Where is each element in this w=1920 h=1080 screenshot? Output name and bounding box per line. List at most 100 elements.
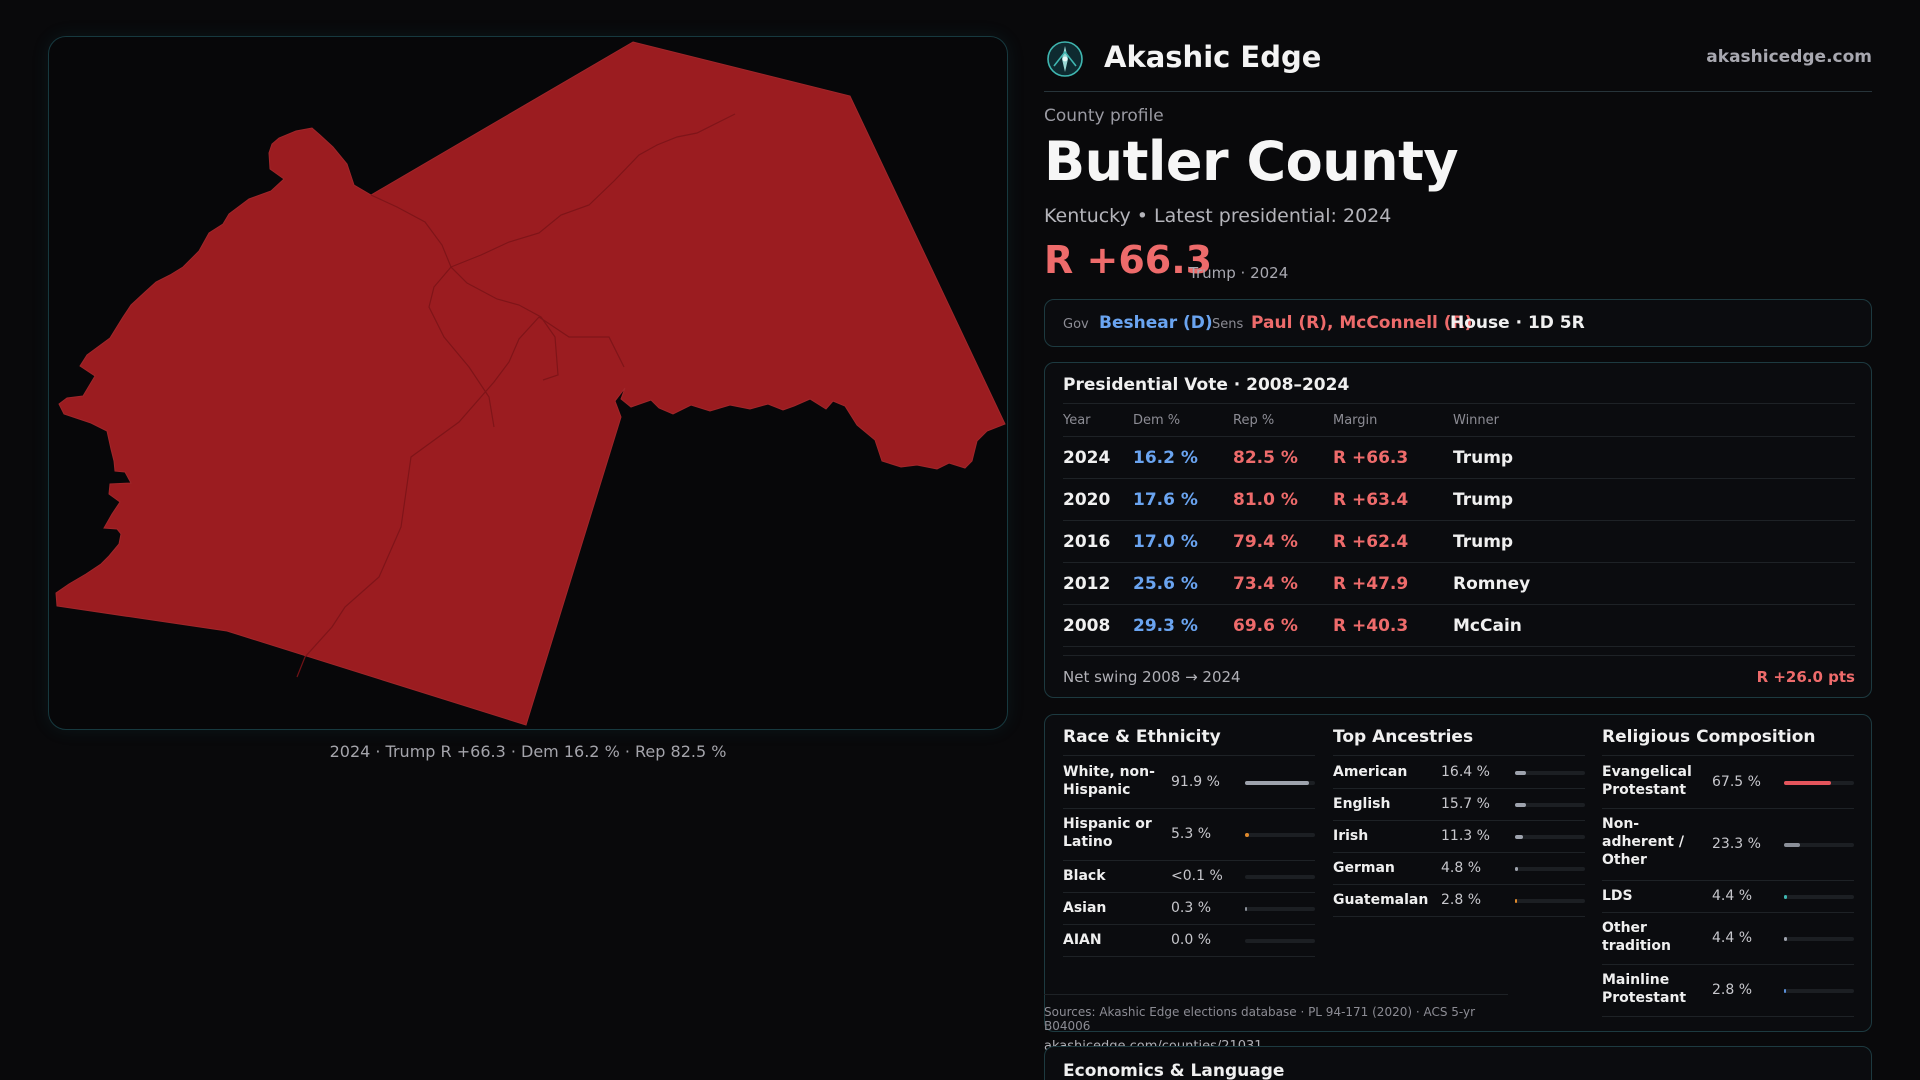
share-bar bbox=[1784, 843, 1854, 847]
row-percent: <0.1 % bbox=[1171, 868, 1223, 884]
sources-footer: Sources: Akashic Edge elections database… bbox=[1044, 994, 1508, 1054]
rep-cell: 82.5 % bbox=[1233, 448, 1298, 468]
winner-cell: Trump bbox=[1453, 490, 1514, 510]
share-bar-fill bbox=[1784, 895, 1787, 899]
page-title: Butler County bbox=[1044, 130, 1459, 193]
ancestry-title: Top Ancestries bbox=[1333, 727, 1474, 747]
rep-cell: 79.4 % bbox=[1233, 532, 1298, 552]
demographics-card: Race & Ethnicity White, non-Hispanic 91.9… bbox=[1044, 714, 1872, 1032]
table-header: Year Dem % Rep % Margin Winner bbox=[1063, 403, 1855, 437]
demographic-row: Guatemalan 2.8 % bbox=[1333, 885, 1585, 917]
officials-bar: Gov Beshear (D) Sens Paul (R), McConnell… bbox=[1044, 299, 1872, 347]
row-percent: 91.9 % bbox=[1171, 774, 1220, 790]
sens-label: Sens bbox=[1212, 317, 1244, 332]
table-row: 2012 25.6 % 73.4 % R +47.9 Romney bbox=[1063, 563, 1855, 605]
sens-value[interactable]: Paul (R), McConnell (R) bbox=[1251, 313, 1473, 333]
net-swing-row: Net swing 2008 → 2024 R +26.0 pts bbox=[1063, 655, 1855, 686]
rep-cell: 69.6 % bbox=[1233, 616, 1298, 636]
county-shape[interactable] bbox=[55, 41, 1006, 726]
winner-cell: Trump bbox=[1453, 448, 1514, 468]
share-bar bbox=[1245, 833, 1315, 837]
row-label: Black bbox=[1063, 868, 1106, 884]
brand-header: Akashic Edge akashicedge.com bbox=[1044, 36, 1872, 92]
share-bar bbox=[1784, 937, 1854, 941]
row-percent: 4.8 % bbox=[1441, 860, 1482, 876]
row-percent: 2.8 % bbox=[1441, 892, 1482, 908]
row-label: Other tradition bbox=[1602, 920, 1671, 954]
dem-cell: 25.6 % bbox=[1133, 574, 1198, 594]
column-header: Dem % bbox=[1133, 413, 1181, 428]
compass-rose-logo-icon[interactable] bbox=[1046, 40, 1084, 78]
brand-name: Akashic Edge bbox=[1104, 40, 1322, 74]
county-map bbox=[55, 41, 1006, 726]
presidential-vote-card: Presidential Vote · 2008–2024 Year Dem %… bbox=[1044, 362, 1872, 698]
demographic-row: English 15.7 % bbox=[1333, 789, 1585, 821]
share-bar-fill bbox=[1515, 867, 1518, 871]
row-percent: 4.4 % bbox=[1712, 930, 1753, 946]
gov-value[interactable]: Beshear (D) bbox=[1099, 313, 1213, 333]
row-label: LDS bbox=[1602, 888, 1633, 904]
share-bar bbox=[1515, 867, 1585, 871]
margin-cell: R +47.9 bbox=[1333, 574, 1409, 594]
row-label: Non-adherent / Other bbox=[1602, 816, 1684, 868]
winner-cell: Trump bbox=[1453, 532, 1514, 552]
winner-cell: Romney bbox=[1453, 574, 1531, 594]
share-bar-fill bbox=[1515, 835, 1523, 839]
share-bar-fill bbox=[1515, 899, 1517, 903]
map-caption: 2024 · Trump R +66.3 · Dem 16.2 % · Rep … bbox=[329, 742, 727, 761]
dem-cell: 17.6 % bbox=[1133, 490, 1198, 510]
row-percent: 2.8 % bbox=[1712, 982, 1753, 998]
presidential-vote-table: Year Dem % Rep % Margin Winner 2024 16.2… bbox=[1063, 403, 1855, 647]
year-cell: 2024 bbox=[1063, 448, 1111, 468]
row-label: Hispanic or Latino bbox=[1063, 816, 1152, 850]
row-percent: 15.7 % bbox=[1441, 796, 1490, 812]
demographic-row: Non-adherent / Other 23.3 % bbox=[1602, 809, 1854, 881]
share-bar bbox=[1784, 989, 1854, 993]
net-swing-label: Net swing 2008 → 2024 bbox=[1063, 668, 1241, 686]
row-label: American bbox=[1333, 764, 1408, 780]
demographic-row: Asian 0.3 % bbox=[1063, 893, 1315, 925]
row-label: Guatemalan bbox=[1333, 892, 1429, 908]
share-bar-fill bbox=[1784, 781, 1831, 785]
sources-text: Sources: Akashic Edge elections database… bbox=[1044, 1005, 1476, 1033]
row-label: Mainline Protestant bbox=[1602, 972, 1687, 1006]
rep-cell: 73.4 % bbox=[1233, 574, 1298, 594]
presidential-vote-title: Presidential Vote · 2008–2024 bbox=[1063, 375, 1350, 395]
row-percent: 23.3 % bbox=[1712, 836, 1761, 852]
economics-title: Economics & Language bbox=[1063, 1061, 1285, 1080]
race-ethnicity-title: Race & Ethnicity bbox=[1063, 727, 1221, 747]
year-cell: 2020 bbox=[1063, 490, 1111, 510]
headline-margin-note: Trump · 2024 bbox=[1189, 264, 1289, 282]
net-swing-value: R +26.0 pts bbox=[1756, 668, 1855, 686]
demographic-row: German 4.8 % bbox=[1333, 853, 1585, 885]
column-header: Rep % bbox=[1233, 413, 1275, 428]
row-label: English bbox=[1333, 796, 1391, 812]
demographic-row: Black <0.1 % bbox=[1063, 861, 1315, 893]
dem-cell: 16.2 % bbox=[1133, 448, 1198, 468]
row-label: White, non-Hispanic bbox=[1063, 764, 1155, 798]
share-bar-fill bbox=[1245, 833, 1249, 837]
dem-cell: 17.0 % bbox=[1133, 532, 1198, 552]
share-bar-fill bbox=[1515, 771, 1526, 775]
column-header: Year bbox=[1063, 413, 1091, 428]
county-map-panel bbox=[48, 36, 1008, 730]
religion-title: Religious Composition bbox=[1602, 727, 1816, 747]
share-bar bbox=[1515, 771, 1585, 775]
share-bar-fill bbox=[1245, 907, 1247, 911]
site-link[interactable]: akashicedge.com bbox=[1706, 47, 1872, 67]
ancestry-section: Top Ancestries American 16.4 % English 15.7… bbox=[1333, 715, 1585, 1015]
share-bar-fill bbox=[1784, 989, 1786, 993]
table-row: 2020 17.6 % 81.0 % R +63.4 Trump bbox=[1063, 479, 1855, 521]
row-label: Evangelical Protestant bbox=[1602, 764, 1692, 798]
race-ethnicity-section: Race & Ethnicity White, non-Hispanic 91.9… bbox=[1063, 715, 1315, 1015]
demographic-row: Irish 11.3 % bbox=[1333, 821, 1585, 853]
row-percent: 0.0 % bbox=[1171, 932, 1212, 948]
demographic-row: LDS 4.4 % bbox=[1602, 881, 1854, 913]
page-eyebrow: County profile bbox=[1044, 106, 1164, 126]
share-bar bbox=[1245, 939, 1315, 943]
demographic-row: AIAN 0.0 % bbox=[1063, 925, 1315, 957]
demographic-row: Mainline Protestant 2.8 % bbox=[1602, 965, 1854, 1017]
county-profile-panel: Akashic Edge akashicedge.com County prof… bbox=[1044, 0, 1872, 1080]
headline-margin: R +66.3 bbox=[1044, 238, 1213, 282]
year-cell: 2008 bbox=[1063, 616, 1111, 636]
